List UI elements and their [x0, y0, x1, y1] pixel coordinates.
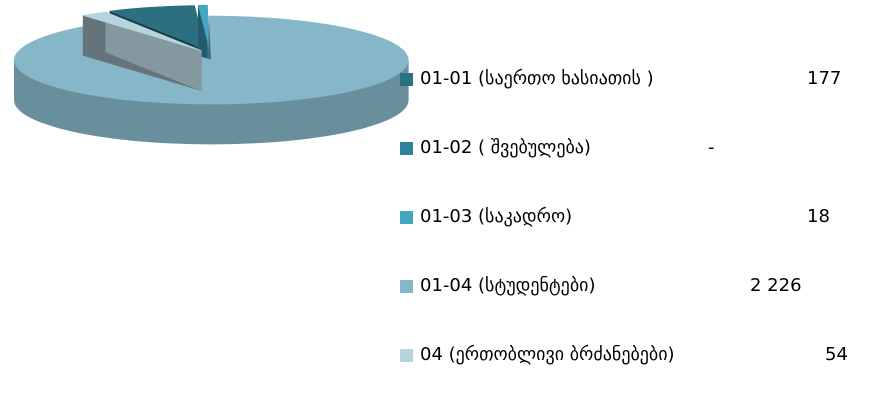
- legend-item-01-04: 01-04 (სტუდენტები) 2 226: [400, 271, 860, 301]
- legend-label: 01-04 (სტუდენტები): [420, 275, 596, 296]
- legend-value: 54: [825, 344, 848, 365]
- legend-label: 01-03 (საკადრო): [420, 206, 573, 227]
- pie-slice-top: [83, 11, 202, 51]
- pie-slice: [82, 11, 202, 92]
- legend-value: 2 226: [750, 275, 802, 296]
- legend-swatch: [400, 280, 413, 293]
- legend-item-04: 04 (ერთობლივი ბრძანებები) 54: [400, 340, 860, 370]
- legend-label: 01-02 ( შვებულება): [420, 137, 591, 158]
- chart-legend: 01-01 (საერთო ხასიათის ) 177 01-02 ( შვე…: [400, 64, 860, 409]
- legend-swatch: [400, 349, 413, 362]
- legend-value: -: [708, 137, 715, 158]
- legend-label: 04 (ერთობლივი ბრძანებები): [420, 344, 675, 365]
- legend-item-01-02: 01-02 ( შვებულება) -: [400, 133, 860, 163]
- pie-slice-top: [197, 4, 210, 50]
- pie-chart: [13, 4, 409, 145]
- legend-swatch: [400, 142, 413, 155]
- legend-swatch: [400, 73, 413, 86]
- pie-slice-top: [108, 5, 207, 50]
- legend-value: 177: [807, 68, 842, 89]
- pie-slice-top: [13, 15, 409, 105]
- legend-label: 01-01 (საერთო ხასიათის ): [420, 68, 654, 89]
- legend-item-01-03: 01-03 (საკადრო) 18: [400, 202, 860, 232]
- legend-swatch: [400, 211, 413, 224]
- legend-item-01-01: 01-01 (საერთო ხასიათის ) 177: [400, 64, 860, 94]
- legend-value: 18: [807, 206, 830, 227]
- pie-slice: [13, 15, 409, 145]
